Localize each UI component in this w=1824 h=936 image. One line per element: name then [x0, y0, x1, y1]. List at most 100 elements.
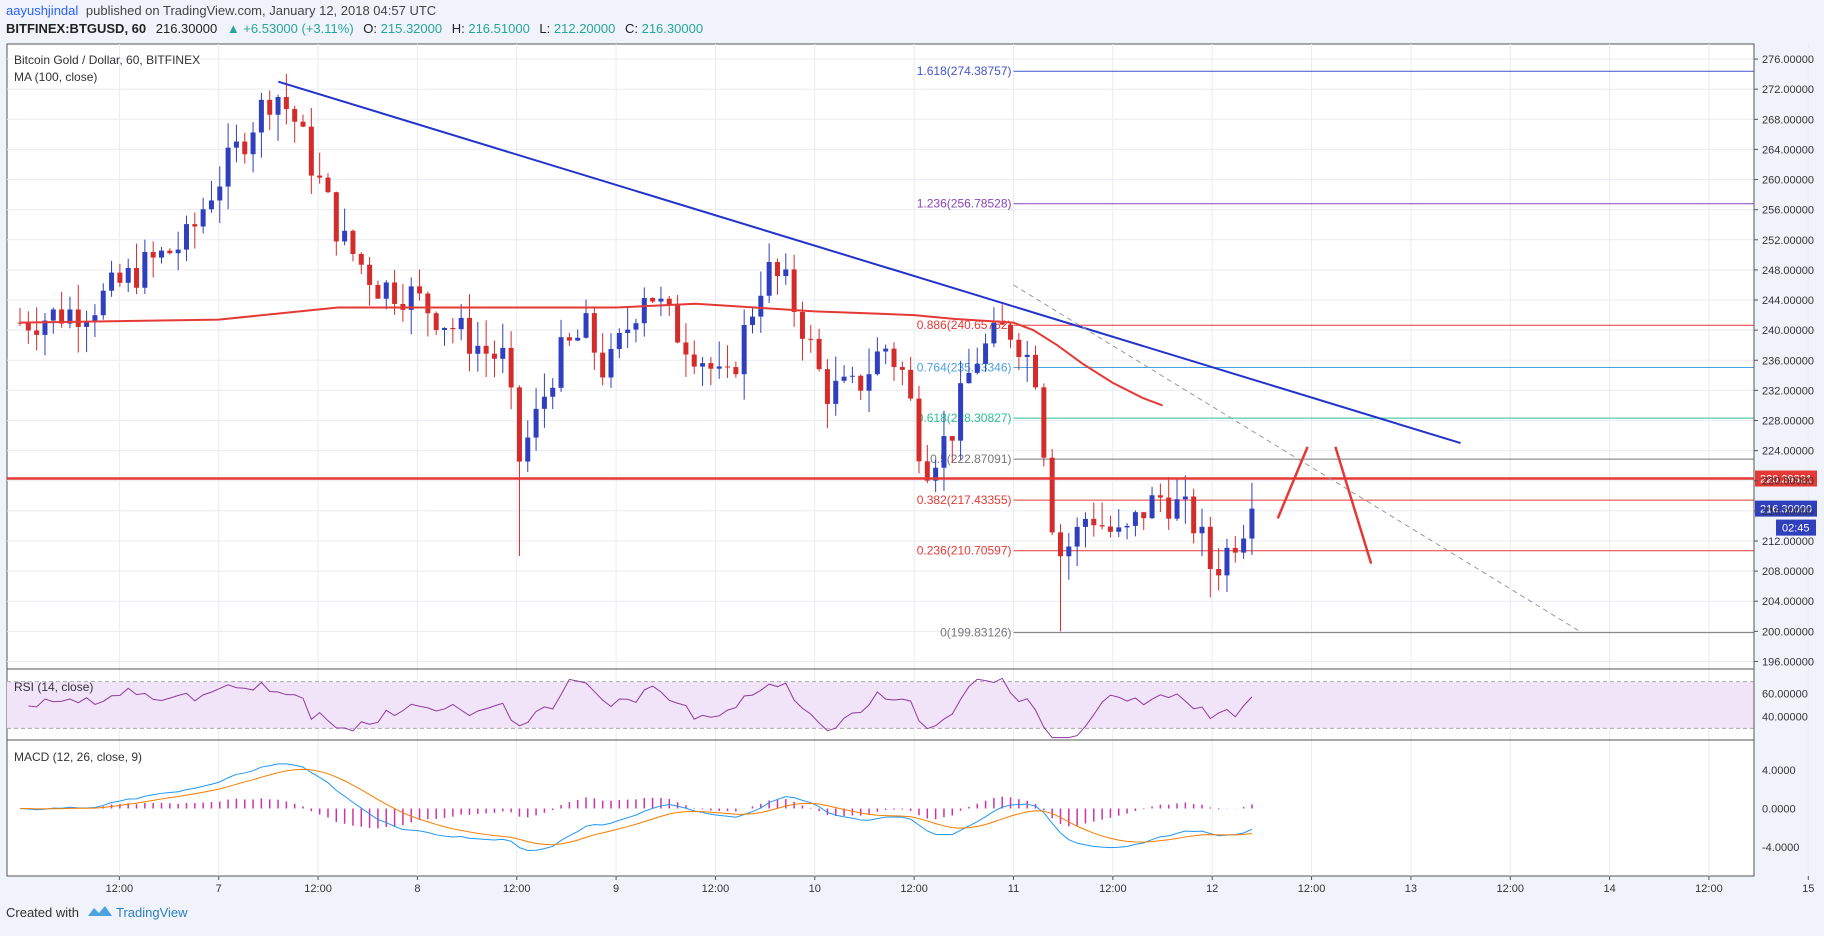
candle-body [1091, 518, 1097, 526]
last-price-label: 216.30000 [1760, 504, 1812, 516]
candle-body [1033, 354, 1039, 388]
candle-body [92, 315, 98, 323]
candle-body [458, 317, 464, 330]
candle-body [725, 366, 731, 368]
svg-text:aayushjindal published o: aayushjindal published on TradingView.co… [6, 3, 436, 18]
candle-body [974, 363, 980, 373]
fib-label: 0.5(222.87091) [930, 452, 1011, 466]
candle-body [208, 200, 214, 210]
candle-body [1174, 499, 1180, 519]
candle-body [1107, 526, 1113, 532]
ma-line [19, 302, 1163, 407]
candle-body [700, 363, 706, 367]
x-tick-label: 13 [1405, 883, 1417, 895]
overlays: 220.29321 216.30000 02:45 [7, 80, 1817, 632]
candle-body [741, 324, 747, 375]
candle-body [50, 309, 56, 321]
candle-body [1157, 495, 1163, 498]
svg-text:BITFINEX:BTGUSD, 60 216.: BITFINEX:BTGUSD, 60 216.30000 ▲ +6.53000… [6, 21, 703, 36]
candle-body [242, 141, 248, 155]
candle-body [1199, 526, 1205, 534]
candle-body [183, 224, 189, 250]
x-tick-label: 12:00 [106, 883, 134, 895]
candle-body [417, 286, 423, 294]
fib-label: 0.618(228.30827) [917, 411, 1012, 425]
candle-body [1008, 324, 1014, 340]
candle-body [533, 408, 539, 438]
candle-body [225, 147, 231, 187]
candle-body [1066, 546, 1072, 557]
candle-body [342, 230, 348, 242]
candle-body [408, 286, 414, 310]
candle-body [217, 186, 223, 201]
y-tick-label: 248.00000 [1762, 265, 1814, 277]
author-link[interactable]: aayushjindal [6, 3, 78, 18]
candle-body [17, 322, 23, 324]
candle-body [1166, 497, 1172, 519]
macd-pane: 4.0000 0.0000 -4.0000 [19, 763, 1799, 854]
y-tick-label: 236.00000 [1762, 355, 1814, 367]
y-tick-label: 196.00000 [1762, 656, 1814, 668]
candle-body [100, 290, 106, 316]
x-tick-label: 15 [1802, 883, 1814, 895]
candle-body [1132, 512, 1138, 526]
candle-body [367, 264, 373, 285]
candle-body [159, 250, 165, 258]
candle-body [666, 298, 672, 306]
y-tick-label: 276.00000 [1762, 54, 1814, 66]
y-tick-label: 268.00000 [1762, 114, 1814, 126]
candle-body [516, 387, 522, 462]
candle-body [433, 313, 439, 330]
candle-body [283, 97, 289, 110]
y-tick-label: 264.00000 [1762, 144, 1814, 156]
candle-body [1216, 568, 1222, 576]
candle-body [491, 353, 497, 359]
y-tick-label: 260.00000 [1762, 175, 1814, 187]
candle-body [292, 109, 298, 122]
open-value: 215.32000 [381, 21, 442, 36]
tradingview-brand[interactable]: TradingView [116, 905, 188, 920]
candle-body [708, 363, 714, 369]
candle-body [641, 298, 647, 324]
candle-body [142, 252, 148, 288]
candle-body [1116, 527, 1122, 532]
candle-body [42, 320, 48, 335]
low-label: L: [539, 21, 550, 36]
rsi-tick-label: 40.00000 [1762, 712, 1808, 724]
time-axis: 12:00 7 12:00 8 12:00 9 12:00 10 12:00 11 12:00 12 1… [106, 876, 1814, 895]
published-text: published on TradingView.com, January 12… [86, 3, 436, 18]
candle-body [192, 224, 198, 227]
candle-body [949, 436, 955, 441]
fib-label: 0.382(217.43355) [917, 493, 1012, 507]
candle-body [608, 348, 614, 378]
y-tick-label: 212.00000 [1762, 536, 1814, 548]
candle-body [958, 383, 964, 441]
y-tick-label: 232.00000 [1762, 385, 1814, 397]
candle-body [774, 262, 780, 277]
candle-body [916, 398, 922, 462]
candle-body [333, 192, 339, 242]
x-tick-label: 12:00 [1298, 883, 1326, 895]
candle-body [924, 461, 930, 481]
y-tick-label: 272.00000 [1762, 84, 1814, 96]
candle-body [258, 99, 264, 133]
candle-body [874, 351, 880, 375]
candle-body [84, 322, 90, 327]
symbol-label: BITFINEX:BTGUSD, 60 [6, 21, 146, 36]
candle-body [1024, 354, 1030, 358]
close-value: 216.30000 [642, 21, 703, 36]
candle-body [816, 338, 822, 370]
x-tick-label: 12:00 [702, 883, 730, 895]
candle-body [758, 295, 764, 317]
candle-body [766, 262, 772, 296]
x-tick-label: 9 [613, 883, 619, 895]
high-value: 216.51000 [468, 21, 529, 36]
y-tick-label: 256.00000 [1762, 205, 1814, 217]
candle-body [1041, 387, 1047, 458]
x-tick-label: 11 [1008, 883, 1019, 895]
candle-body [908, 369, 914, 399]
y-tick-label: 220.00000 [1762, 476, 1814, 488]
candle-body [541, 396, 547, 409]
